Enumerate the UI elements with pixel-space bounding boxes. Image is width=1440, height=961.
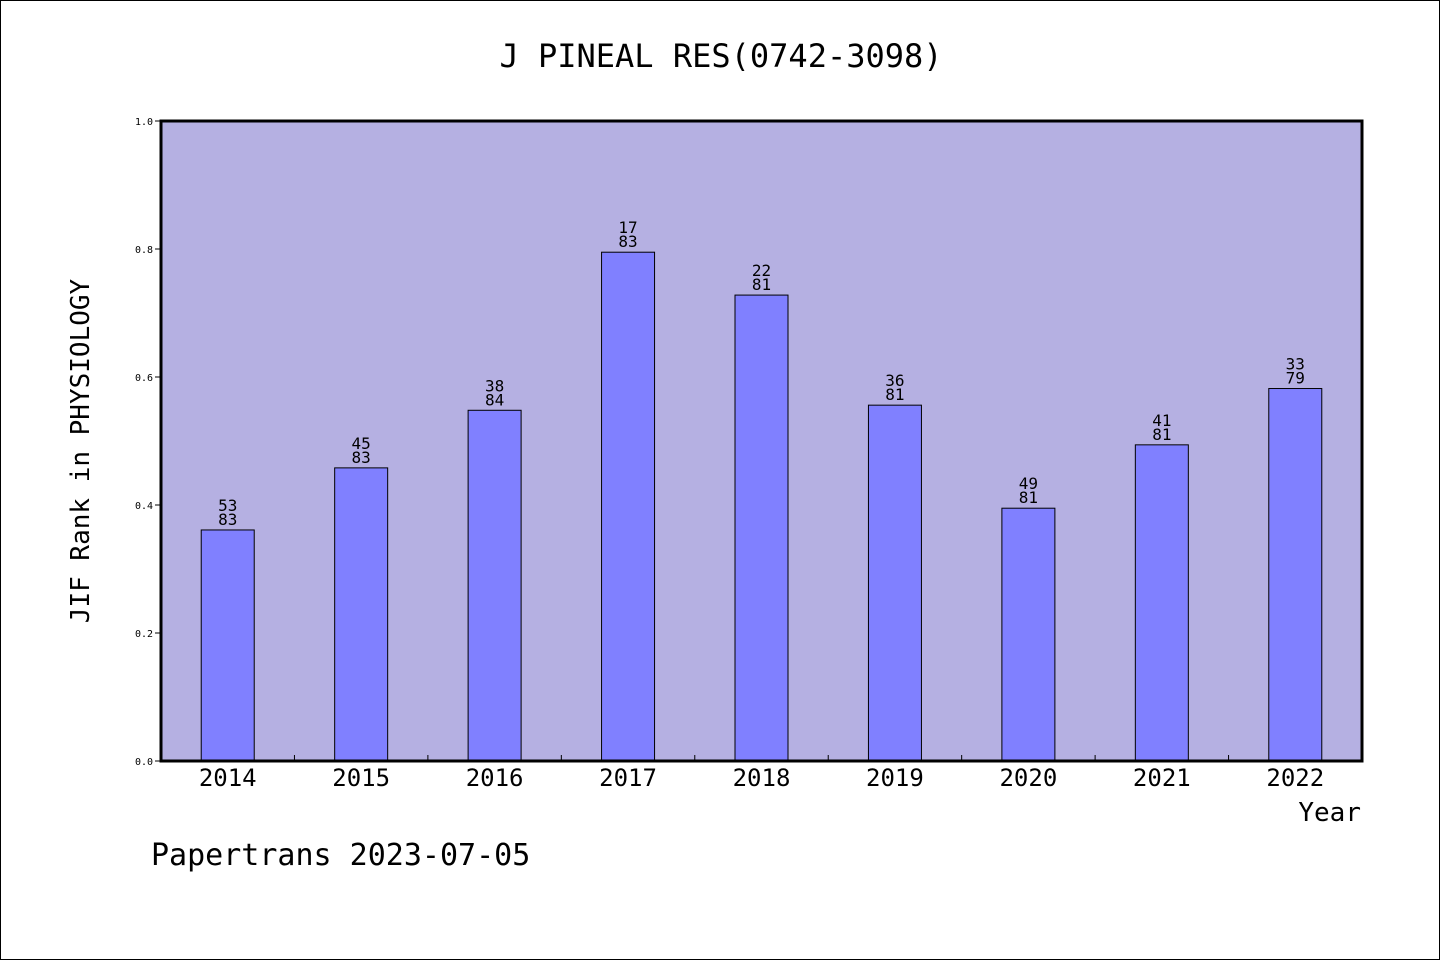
bar-2017 [601,251,656,762]
bar-total-label: 81 [752,275,771,294]
bar-2021 [1134,444,1189,762]
y-tick-label: 0.2 [135,629,153,640]
bar-total-label: 81 [885,385,904,404]
bar-total-label: 81 [1152,425,1171,444]
bar-2015 [334,467,389,762]
x-axis-label: Year [1298,798,1361,828]
x-tick-label: 2016 [466,764,524,792]
bar-rank-label: 36 [885,371,904,390]
bar-2020 [1001,507,1056,762]
bar-2022 [1268,388,1323,762]
bar-rank-label: 17 [618,218,637,237]
x-tick-label: 2020 [999,764,1057,792]
x-tick-label: 2017 [599,764,657,792]
bar-rank-label: 38 [485,376,504,395]
y-tick-label: 0.8 [135,245,153,256]
bar-2018 [734,294,789,762]
bar-rank-label: 53 [218,496,237,515]
bar-rank-label: 22 [752,261,771,280]
plot-border [159,119,1364,763]
chart-title: J PINEAL RES(0742-3098) [499,37,942,75]
bar-rank-label: 49 [1019,474,1038,493]
x-tick-label: 2022 [1266,764,1324,792]
bar-rank-label: 33 [1286,355,1305,374]
bar-total-label: 83 [352,448,371,467]
x-axis: 2014 2015 2016 2017 2018 2019 2020 2021 2022 [199,755,1324,792]
y-tick-label: 0.6 [135,373,153,384]
bar-rank-label: 45 [352,434,371,453]
y-axis-label: JIF Rank in PHYSIOLOGY [66,278,96,623]
bar-total-label: 81 [1019,488,1038,507]
bar-total-label: 79 [1286,369,1305,388]
y-tick-label: 0.4 [135,501,153,512]
bar-rank-label: 41 [1152,411,1171,430]
bar-2014 [200,529,255,762]
y-tick-label: 0.0 [135,757,153,768]
x-tick-label: 2018 [733,764,791,792]
bar-2016 [467,409,522,762]
bar-total-label: 83 [218,510,237,529]
y-axis: 0.0 0.2 0.4 0.6 0.8 1.0 [135,117,161,768]
footer-date: Papertrans 2023-07-05 [151,838,530,873]
x-tick-label: 2021 [1133,764,1191,792]
bar-total-label: 84 [485,390,504,409]
x-tick-label: 2019 [866,764,924,792]
x-tick-label: 2015 [332,764,390,792]
bar-total-label: 83 [618,232,637,251]
x-tick-label: 2014 [199,764,257,792]
y-tick-label: 1.0 [135,117,153,128]
bar-2019 [867,404,922,762]
